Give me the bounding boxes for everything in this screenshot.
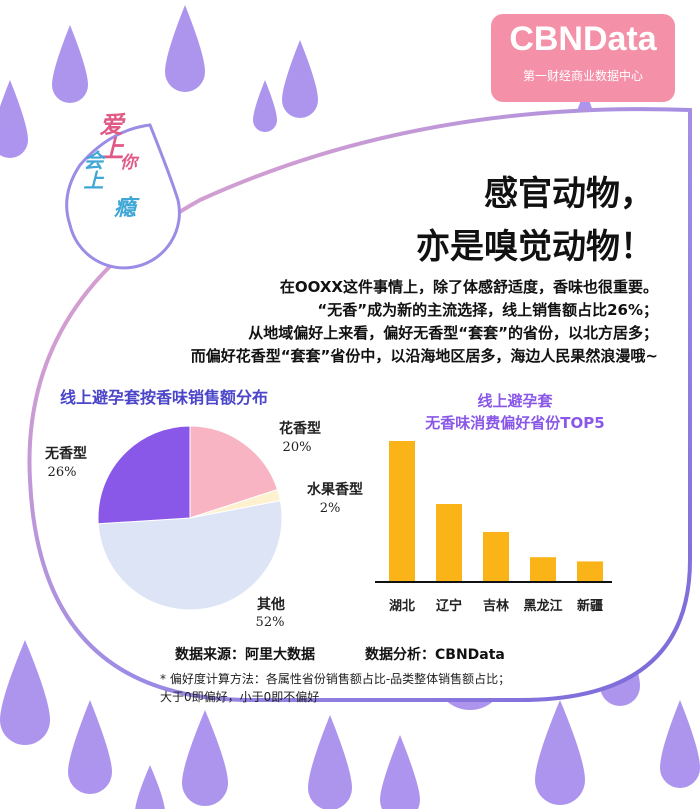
intro-line: “无香”成为新的主流选择，线上销售额占比26%； [317, 301, 658, 319]
intro-line: 在OOXX这件事情上，除了体感舒适度，香味也很重要。 [279, 278, 658, 296]
pie-pct-other: 52% [255, 615, 285, 630]
bar-category-label: 新疆 [576, 599, 603, 614]
headline-line-1: 感官动物， [484, 174, 654, 214]
badge-text-3: 你 [120, 153, 137, 173]
badge-text-1: 爱上 [95, 112, 124, 160]
pie-label-fruit: 水果香型 [307, 482, 363, 498]
bar-category-label: 辽宁 [435, 599, 462, 614]
footnote-line-2: 大于0即偏好，小于0即不偏好 [160, 690, 320, 704]
pie-label-floral: 花香型 [279, 421, 321, 437]
headline-line-2: 亦是嗅觉动物！ [416, 227, 654, 267]
bar-category-label: 吉林 [482, 599, 509, 614]
bar-category-label: 黑龙江 [523, 599, 563, 614]
pie-label-other: 其他 [257, 597, 285, 613]
logo-subtitle: 第一财经商业数据中心 [522, 69, 643, 83]
data-source: 数据来源：阿里大数据 [175, 647, 315, 663]
bar-chart-title-2: 无香味消费偏好省份TOP5 [425, 414, 605, 432]
pie-pct-floral: 20% [282, 440, 312, 455]
badge-drop [65, 123, 181, 270]
intro-line: 而偏好花香型“套套”省份中，以沿海地区居多，海边人民果然浪漫哦~ [190, 347, 658, 365]
data-analysis: 数据分析：CBNData [365, 647, 505, 663]
brand-logo: CBNData 第一财经商业数据中心 [491, 14, 675, 102]
logo-title: CBNData [509, 20, 657, 58]
intro-text: 在OOXX这件事情上，除了体感舒适度，香味也很重要。 “无香”成为新的主流选择，… [58, 276, 658, 368]
bar-chart-title-1: 线上避孕套 [477, 392, 553, 410]
footnote-line-1: * 偏好度计算方法：各属性省份销售额占比-品类整体销售额占比； [160, 672, 511, 686]
bar-category-label: 湖北 [388, 599, 415, 614]
pie-label-unscented: 无香型 [45, 446, 87, 462]
pie-chart-title: 线上避孕套按香味销售额分布 [60, 388, 269, 407]
badge-text-4: 瘾 [114, 195, 137, 221]
pie-pct-fruit: 2% [319, 501, 341, 516]
badge-text-2: 会上 [80, 150, 104, 190]
pie-pct-unscented: 26% [47, 465, 77, 480]
intro-line: 从地域偏好上来看，偏好无香型“套套”的省份，以北方居多； [248, 324, 658, 342]
